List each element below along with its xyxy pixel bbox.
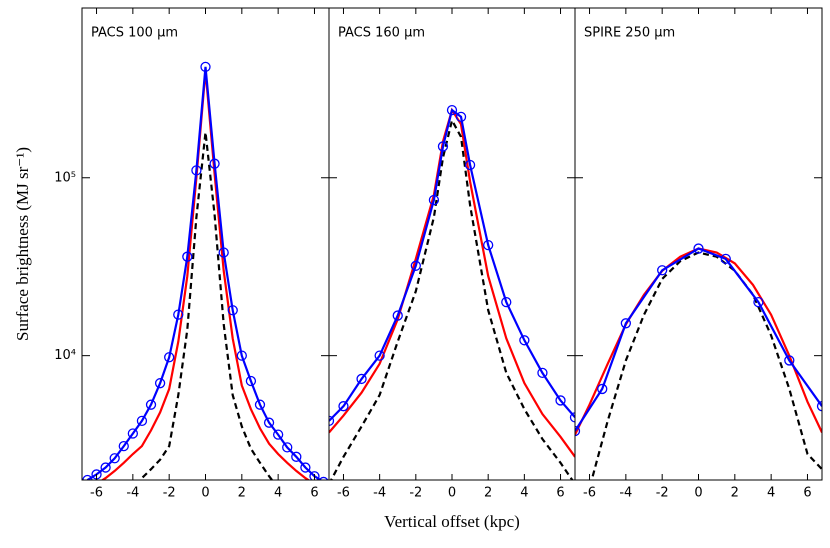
x-tick-label: -4 xyxy=(126,486,139,501)
marker xyxy=(483,239,494,251)
marker xyxy=(309,471,320,480)
marker xyxy=(200,61,211,73)
panel-title: PACS 100 μm xyxy=(91,26,178,41)
marker xyxy=(657,265,668,276)
x-tick-label: 4 xyxy=(274,486,282,501)
marker xyxy=(136,415,148,427)
marker xyxy=(501,296,512,308)
marker xyxy=(455,111,467,122)
x-tick-label: 2 xyxy=(238,486,246,501)
marker xyxy=(173,309,184,320)
plot-area xyxy=(329,104,575,480)
line xyxy=(329,117,574,480)
x-tick-label: 2 xyxy=(484,486,492,501)
marker xyxy=(338,401,349,412)
marker xyxy=(272,429,284,440)
marker xyxy=(784,355,795,366)
line xyxy=(329,107,575,458)
panel-title: PACS 160 μm xyxy=(338,26,425,41)
marker xyxy=(300,462,311,473)
marker xyxy=(620,318,632,329)
x-tick-label: -4 xyxy=(619,486,632,501)
line xyxy=(329,108,575,422)
x-tick-label: 6 xyxy=(803,486,811,501)
marker xyxy=(519,335,530,346)
frame xyxy=(328,7,576,481)
marker xyxy=(227,305,238,316)
marker xyxy=(182,251,193,262)
line xyxy=(100,70,311,480)
marker xyxy=(109,453,120,464)
marker xyxy=(164,352,175,363)
marker xyxy=(392,310,403,321)
marker xyxy=(282,442,293,453)
marker xyxy=(428,194,440,206)
marker xyxy=(410,260,421,271)
x-tick-label: 0 xyxy=(448,486,456,501)
marker xyxy=(597,383,608,395)
marker xyxy=(464,159,476,171)
x-tick-label: 4 xyxy=(767,486,775,501)
line xyxy=(575,247,822,432)
marker xyxy=(100,462,111,473)
x-tick-label: -2 xyxy=(656,486,669,501)
marker xyxy=(816,401,822,412)
marker xyxy=(575,425,581,437)
marker xyxy=(291,451,302,462)
marker xyxy=(753,296,764,308)
marker xyxy=(145,399,157,410)
marker xyxy=(446,104,458,116)
x-tick-label: -2 xyxy=(163,486,176,501)
marker xyxy=(118,440,129,452)
x-tick-label: 2 xyxy=(731,486,739,501)
marker xyxy=(254,399,266,410)
marker xyxy=(218,247,229,258)
x-tick-label: 0 xyxy=(694,486,702,501)
y-tick-label: 10⁴ xyxy=(54,348,76,363)
marker xyxy=(209,158,220,169)
marker xyxy=(720,253,731,265)
marker xyxy=(318,476,329,480)
marker xyxy=(374,350,385,361)
marker xyxy=(191,165,202,176)
x-axis-label: Vertical offset (kpc) xyxy=(384,512,520,531)
marker xyxy=(236,350,247,361)
marker xyxy=(356,373,367,385)
y-axis-label: Surface brightness (MJ sr⁻¹) xyxy=(13,147,32,341)
plot-area xyxy=(82,61,329,480)
x-tick-label: -6 xyxy=(583,486,596,501)
x-tick-label: 6 xyxy=(310,486,318,501)
marker xyxy=(555,395,566,406)
panel-title: SPIRE 250 μm xyxy=(584,26,675,41)
y-tick-label: 10⁵ xyxy=(54,170,76,185)
marker xyxy=(82,474,93,480)
marker xyxy=(263,417,275,428)
marker xyxy=(693,243,704,254)
x-tick-label: -6 xyxy=(90,486,103,501)
marker xyxy=(245,375,257,387)
x-tick-label: -4 xyxy=(373,486,386,501)
marker xyxy=(537,367,548,379)
line xyxy=(138,132,274,480)
x-tick-label: -2 xyxy=(409,486,422,501)
marker xyxy=(154,378,166,389)
x-tick-label: 4 xyxy=(520,486,528,501)
x-tick-label: 6 xyxy=(556,486,564,501)
marker xyxy=(437,141,449,152)
x-tick-label: 0 xyxy=(201,486,209,501)
marker xyxy=(329,415,335,427)
marker xyxy=(569,412,575,423)
marker xyxy=(127,428,139,439)
plot-area xyxy=(575,243,822,480)
line xyxy=(86,66,323,480)
x-tick-label: -6 xyxy=(337,486,350,501)
